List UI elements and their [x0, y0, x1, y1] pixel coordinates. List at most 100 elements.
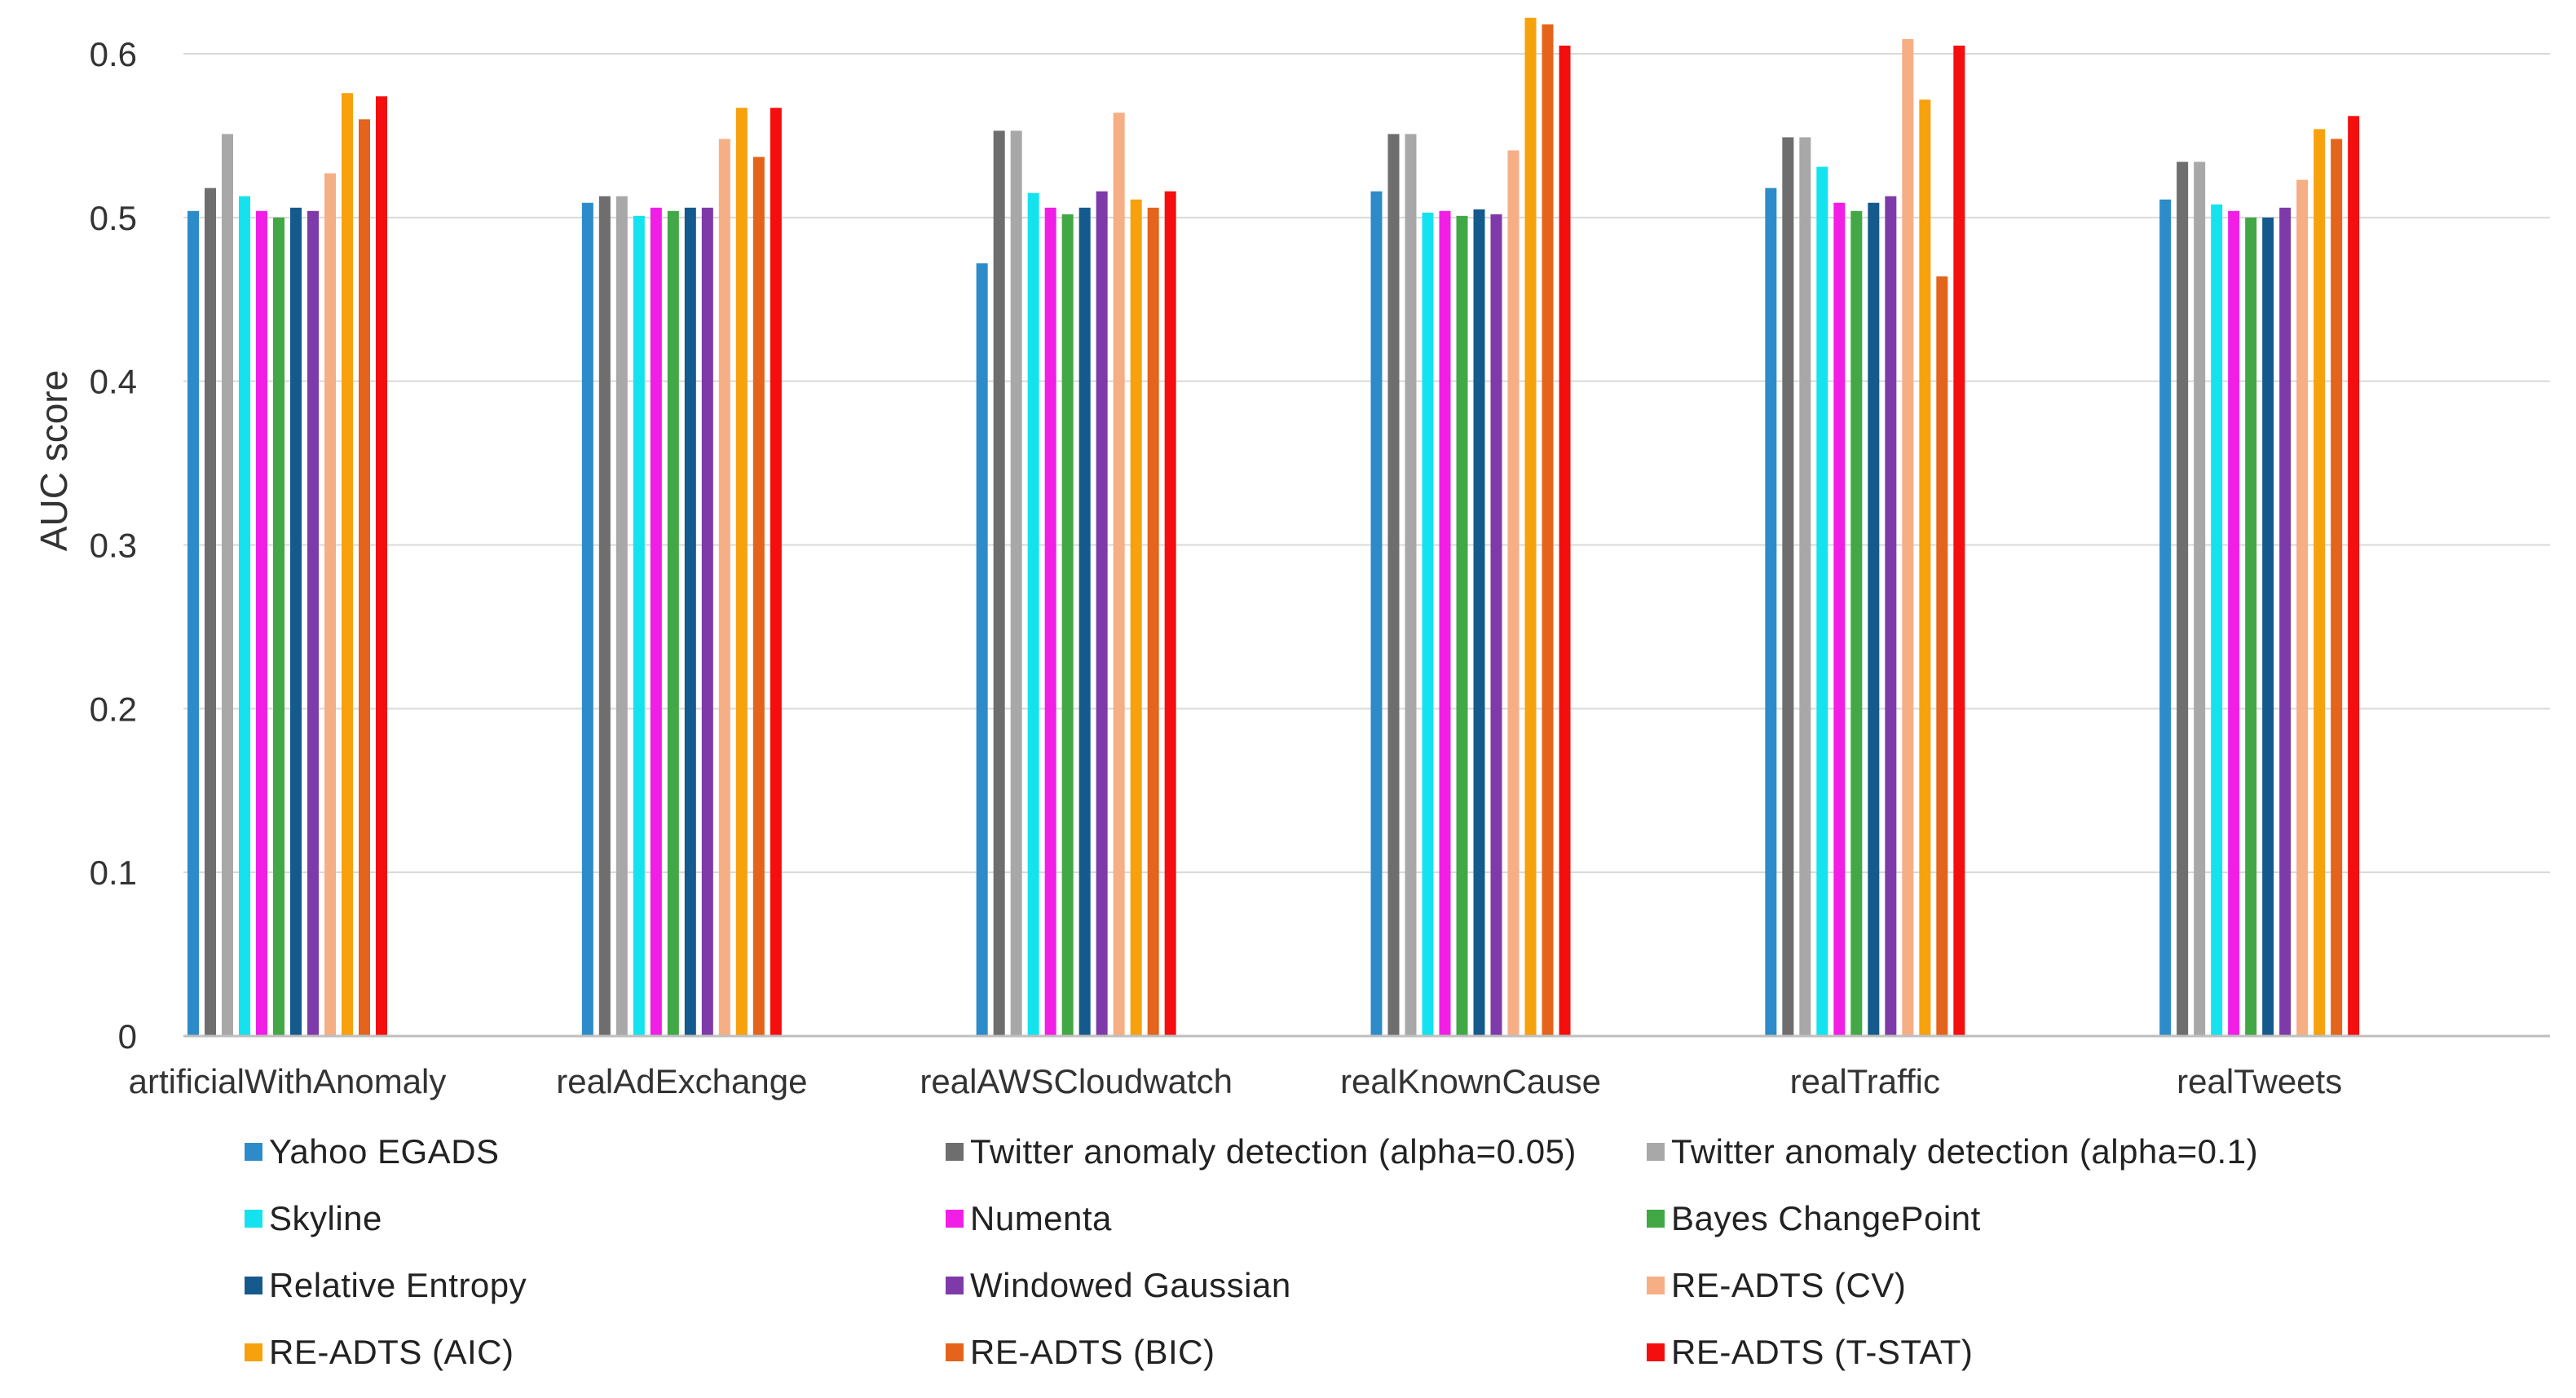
bar: [1130, 199, 1142, 1036]
y-tick-label: 0.1: [90, 853, 137, 892]
legend-item: Skyline: [245, 1195, 946, 1242]
bar: [1164, 191, 1176, 1037]
legend-item: RE-ADTS (CV): [1647, 1262, 2348, 1309]
bars: [187, 17, 2360, 1037]
bar: [307, 210, 319, 1036]
bar: [1473, 209, 1485, 1037]
y-axis-label: AUC score: [33, 370, 75, 551]
legend-swatch: [1647, 1210, 1665, 1228]
bar: [993, 130, 1005, 1037]
bar: [2262, 217, 2274, 1036]
legend-item: Twitter anomaly detection (alpha=0.1): [1647, 1128, 2348, 1175]
x-tick-labels: artificialWithAnomaly realAdExchange realA…: [129, 1062, 2343, 1100]
bar: [1422, 212, 1434, 1036]
bar: [324, 173, 336, 1036]
bar: [1833, 202, 1846, 1037]
bar: [2348, 116, 2360, 1037]
bar: [633, 215, 645, 1036]
bar: [684, 207, 696, 1037]
auc-bar-chart: 0 0.1 0.2 0.3 0.4 0.5 0.6 artificialWithAnomal…: [33, 17, 2550, 1100]
bar: [667, 210, 679, 1036]
bar: [290, 207, 302, 1037]
legend-swatch: [245, 1210, 262, 1228]
bar: [2296, 179, 2309, 1037]
y-tick-label: 0.6: [90, 35, 137, 73]
legend-swatch: [1647, 1343, 1665, 1361]
bar: [1387, 134, 1400, 1037]
bar: [1953, 45, 1965, 1036]
bar: [1147, 207, 1159, 1037]
bar: [2159, 199, 2172, 1036]
legend-item: RE-ADTS (BIC): [946, 1329, 1647, 1376]
bar: [256, 210, 267, 1036]
bar: [1405, 134, 1417, 1037]
x-tick-label: realTweets: [2177, 1062, 2342, 1100]
legend-label: Skyline: [269, 1199, 382, 1237]
legend-item: Relative Entropy: [245, 1262, 946, 1309]
bar: [1868, 202, 1880, 1037]
bar: [1816, 166, 1828, 1037]
x-tick-label: realKnownCause: [1340, 1062, 1601, 1100]
legend-item: Yahoo EGADS: [245, 1128, 946, 1175]
bar: [2279, 207, 2291, 1037]
bar: [239, 196, 250, 1037]
bar: [2177, 161, 2189, 1036]
x-tick-label: realAWSCloudwatch: [920, 1062, 1233, 1100]
bar: [976, 263, 988, 1037]
bar: [1027, 192, 1039, 1036]
bar: [376, 96, 387, 1036]
legend-swatch: [946, 1210, 964, 1228]
legend-item: Windowed Gaussian: [946, 1262, 1647, 1309]
y-tick-label: 0.4: [90, 363, 137, 401]
legend-item: Numenta: [946, 1195, 1647, 1242]
bar: [770, 108, 782, 1036]
legend-swatch: [946, 1277, 964, 1294]
bar: [222, 134, 233, 1037]
x-tick-label: realTraffic: [1790, 1062, 1940, 1100]
bar: [1010, 130, 1022, 1037]
bar: [1061, 214, 1074, 1037]
bar: [1113, 112, 1125, 1036]
bar: [2331, 139, 2343, 1036]
legend-label: RE-ADTS (BIC): [970, 1333, 1215, 1371]
bar: [2314, 129, 2326, 1037]
bar: [718, 139, 730, 1036]
bar: [1850, 210, 1863, 1036]
bar: [1524, 17, 1537, 1037]
legend-swatch: [1647, 1143, 1665, 1161]
bar: [1456, 215, 1468, 1036]
gridlines: [183, 53, 2550, 874]
x-tick-label: artificialWithAnomaly: [129, 1062, 447, 1100]
legend-label: Relative Entropy: [269, 1266, 527, 1304]
legend-swatch: [946, 1343, 964, 1361]
legend: Yahoo EGADS Twitter anomaly detection (al…: [245, 1128, 2364, 1376]
bar: [187, 210, 199, 1036]
bar: [1096, 191, 1108, 1037]
y-tick-label: 0: [118, 1017, 137, 1056]
bar: [1490, 214, 1502, 1037]
legend-label: Twitter anomaly detection (alpha=0.1): [1671, 1132, 2259, 1171]
bar: [1936, 276, 1948, 1037]
legend-swatch: [245, 1277, 262, 1294]
bar: [752, 157, 765, 1036]
y-tick-labels: 0 0.1 0.2 0.3 0.4 0.5 0.6: [90, 35, 137, 1056]
bar: [1885, 196, 1897, 1037]
bar: [2211, 204, 2223, 1036]
legend-label: Yahoo EGADS: [269, 1132, 500, 1171]
legend-label: Bayes ChangePoint: [1671, 1199, 1981, 1237]
legend-item: Bayes ChangePoint: [1647, 1195, 2348, 1242]
bar: [650, 207, 662, 1037]
bar: [581, 202, 593, 1037]
bar: [1559, 45, 1571, 1036]
bar: [359, 119, 370, 1036]
legend-label: RE-ADTS (T-STAT): [1671, 1333, 1974, 1371]
legend-swatch: [1647, 1277, 1665, 1294]
x-tick-label: realAdExchange: [556, 1062, 807, 1100]
bar: [598, 196, 611, 1037]
bar: [1902, 38, 1914, 1036]
bar: [1370, 191, 1383, 1037]
bar: [1542, 24, 1554, 1037]
bar: [205, 187, 216, 1036]
legend-label: RE-ADTS (AIC): [269, 1333, 514, 1371]
legend-label: Windowed Gaussian: [970, 1266, 1291, 1304]
